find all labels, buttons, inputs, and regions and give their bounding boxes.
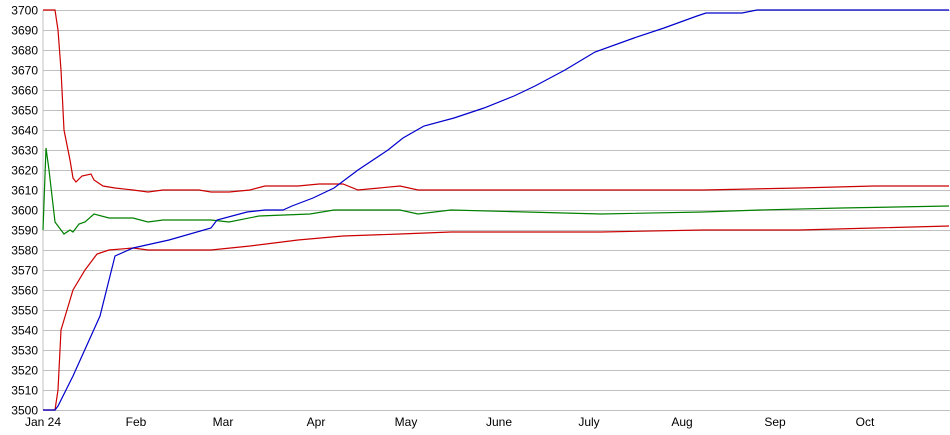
x-tick-label: Mar (213, 415, 234, 429)
series-line-2 (43, 225, 950, 411)
y-tick-label: 3530 (11, 344, 38, 358)
x-tick-label: June (486, 415, 512, 429)
y-tick-label: 3630 (11, 144, 38, 158)
y-tick-label: 3510 (11, 384, 38, 398)
y-tick-label: 3670 (11, 64, 38, 78)
y-tick-label: 3600 (11, 204, 38, 218)
series-line-0 (43, 9, 949, 193)
x-tick-label: Jan 24 (25, 415, 61, 429)
x-tick-label: Sep (764, 415, 786, 429)
y-tick-label: 3520 (11, 364, 38, 378)
y-tick-label: 3680 (11, 44, 38, 58)
series-lines (42, 9, 950, 411)
x-axis: Jan 24FebMarAprMayJuneJulyAugSepOctNo (25, 415, 875, 429)
y-tick-label: 3580 (11, 244, 38, 258)
y-tick-label: 3590 (11, 224, 38, 238)
x-tick-label: Aug (671, 415, 692, 429)
y-tick-label: 3550 (11, 304, 38, 318)
x-tick-label: Apr (307, 415, 326, 429)
x-tick-label: Feb (126, 415, 147, 429)
y-tick-label: 3690 (11, 24, 38, 38)
y-tick-label: 3660 (11, 84, 38, 98)
y-tick-label: 3540 (11, 324, 38, 338)
series-line-1 (42, 147, 950, 235)
series-line-3 (43, 9, 949, 411)
y-tick-label: 3560 (11, 284, 38, 298)
y-tick-label: 3700 (11, 4, 38, 18)
y-tick-label: 3570 (11, 264, 38, 278)
x-tick-label: July (578, 415, 599, 429)
y-tick-label: 3620 (11, 164, 38, 178)
y-tick-label: 3500 (11, 404, 38, 418)
y-tick-label: 3640 (11, 124, 38, 138)
y-tick-label: 3650 (11, 104, 38, 118)
y-axis: 3500 3510 3520 3530 3540 3550 3560 3570 3580 3590… (11, 4, 38, 418)
x-tick-label: Oct (856, 415, 875, 429)
x-tick-label: May (395, 415, 418, 429)
y-tick-label: 3610 (11, 184, 38, 198)
gridlines (42, 10, 950, 411)
